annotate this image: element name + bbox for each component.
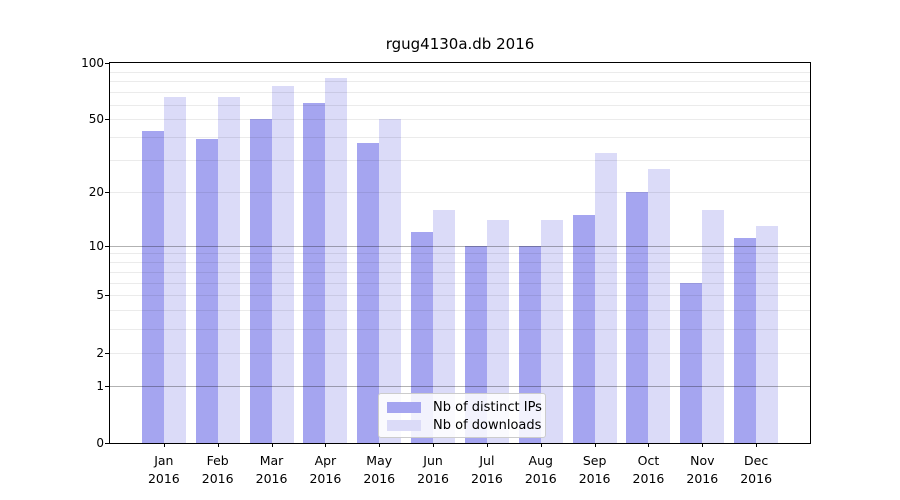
- x-tick-label-jul: Jul 2016: [471, 453, 503, 486]
- y-tick-5: [105, 295, 109, 297]
- legend-swatch-distinct-ips: [387, 401, 421, 413]
- gridline-70: [110, 92, 810, 94]
- x-tick-jun: [433, 443, 435, 447]
- x-tick-feb: [217, 443, 219, 447]
- gridline-10: [110, 245, 810, 247]
- y-tick-100: [105, 63, 109, 64]
- y-tick-label-0: 0: [96, 436, 104, 450]
- gridline-5: [110, 295, 810, 297]
- x-tick-label-sep: Sep 2016: [578, 453, 611, 486]
- legend-swatch-downloads: [387, 419, 421, 431]
- x-tick-label-nov: Nov 2016: [686, 453, 719, 486]
- bar-downloads-may: [379, 119, 402, 443]
- bar-downloads-feb: [217, 96, 240, 443]
- plot-area: 100 50 20 10 5 2 1 0 Jan 2016 Feb 2016 Mar 2016 Apr 20…: [81, 56, 811, 486]
- x-tick-may: [379, 443, 381, 447]
- y-tick-label-20: 20: [88, 185, 104, 200]
- chart-title: rgug4130a.db 2016: [385, 35, 535, 53]
- y-tick-label-100: 100: [81, 56, 104, 70]
- gridline-2: [110, 352, 810, 354]
- x-tick-label-apr: Apr 2016: [309, 453, 342, 486]
- gridline-9: [110, 253, 810, 255]
- gridline-90: [110, 71, 810, 73]
- bar-distinct-ips-jan: [141, 131, 164, 443]
- bar-distinct-ips-oct: [626, 192, 649, 443]
- y-tick-20: [105, 192, 109, 194]
- x-tick-nov: [702, 443, 704, 447]
- bar-distinct-ips-dec: [734, 238, 757, 443]
- x-tick-mar: [271, 443, 273, 447]
- bar-downloads-jan: [163, 96, 186, 443]
- y-tick-0: [105, 443, 109, 444]
- x-tick-label-aug: Aug 2016: [524, 453, 557, 486]
- gridline-50: [110, 119, 810, 121]
- x-tick-sep: [594, 443, 596, 447]
- x-tick-jul: [486, 443, 488, 447]
- x-tick-dec: [756, 443, 758, 447]
- bar-downloads-dec: [756, 225, 779, 443]
- y-tick-label-10: 10: [88, 238, 104, 253]
- bar-downloads-jun: [433, 209, 456, 443]
- gridline-8: [110, 262, 810, 264]
- bar-distinct-ips-mar: [249, 119, 272, 443]
- gridline-30: [110, 160, 810, 162]
- x-tick-oct: [648, 443, 650, 447]
- gridline-40: [110, 137, 810, 139]
- bar-downloads-mar: [271, 86, 294, 443]
- x-tick-label-may: May 2016: [363, 453, 396, 486]
- gridline-1: [110, 385, 810, 387]
- y-tick-label-2: 2: [96, 345, 104, 360]
- bar-distinct-ips-feb: [195, 139, 218, 443]
- gridline-60: [110, 104, 810, 106]
- y-tick-label-50: 50: [88, 112, 104, 127]
- x-tick-aug: [540, 443, 542, 447]
- bar-downloads-jul: [486, 220, 509, 443]
- y-tick-label-5: 5: [96, 288, 104, 303]
- bar-downloads-nov: [702, 209, 725, 443]
- y-tick-10: [105, 245, 109, 247]
- legend-row-distinct-ips: Nb of distinct IPs: [387, 398, 545, 416]
- x-tick-label-feb: Feb 2016: [201, 453, 234, 486]
- legend-row-downloads: Nb of downloads: [387, 416, 545, 434]
- legend-label-distinct-ips: Nb of distinct IPs: [433, 399, 542, 415]
- x-tick-label-mar: Mar 2016: [255, 453, 288, 486]
- bar-downloads-oct: [648, 168, 671, 443]
- y-tick-1: [105, 385, 109, 387]
- bar-downloads-apr: [325, 78, 348, 443]
- bar-downloads-aug: [540, 220, 563, 443]
- bar-distinct-ips-apr: [303, 103, 326, 443]
- y-tick-label-1: 1: [96, 378, 104, 393]
- bar-distinct-ips-sep: [572, 214, 595, 443]
- gridline-3: [110, 328, 810, 330]
- legend-label-downloads: Nb of downloads: [433, 417, 542, 433]
- x-tick-label-jun: Jun 2016: [417, 453, 449, 486]
- x-tick-label-dec: Dec 2016: [740, 453, 773, 486]
- bar-downloads-sep: [594, 152, 617, 443]
- bar-distinct-ips-jun: [411, 231, 434, 443]
- gridline-20: [110, 192, 810, 194]
- y-tick-50: [105, 119, 109, 121]
- gridline-7: [110, 271, 810, 273]
- x-tick-jan: [163, 443, 165, 447]
- gridline-6: [110, 282, 810, 284]
- bar-distinct-ips-nov: [680, 282, 703, 443]
- x-tick-label-jan: Jan 2016: [147, 453, 180, 486]
- y-tick-2: [105, 352, 109, 354]
- gridline-80: [110, 81, 810, 83]
- bar-distinct-ips-may: [357, 143, 380, 443]
- x-tick-apr: [325, 443, 327, 447]
- gridline-4: [110, 310, 810, 312]
- legend: Nb of distinct IPs Nb of downloads: [378, 393, 546, 438]
- x-tick-label-oct: Oct 2016: [632, 453, 665, 486]
